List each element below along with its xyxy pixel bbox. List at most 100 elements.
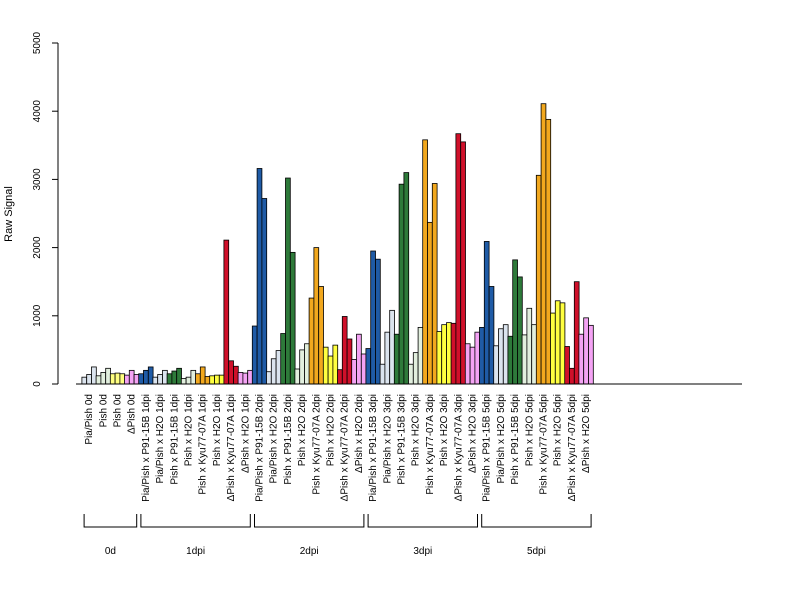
bar-group xyxy=(152,369,168,385)
bar-group xyxy=(365,250,381,385)
bar-group xyxy=(308,247,324,385)
bar xyxy=(242,372,249,385)
bar xyxy=(171,370,178,385)
bar xyxy=(474,331,481,385)
bar-group xyxy=(81,366,97,385)
bar xyxy=(143,369,149,385)
bar xyxy=(86,374,92,385)
x-tick-label: Pia/Pish 0d xyxy=(84,394,95,445)
bar xyxy=(588,324,594,385)
bar xyxy=(233,365,239,385)
bar xyxy=(564,346,570,385)
bar xyxy=(327,355,334,385)
bar-group xyxy=(493,324,509,385)
bar-group xyxy=(251,168,268,385)
bar xyxy=(535,174,542,385)
bar xyxy=(578,333,585,385)
x-tick-label: Pish x H2O 5dpi xyxy=(553,394,564,466)
bar-group xyxy=(95,367,111,385)
x-tick-label: Pish x P91-15B 1dpi xyxy=(169,394,180,485)
bar xyxy=(422,139,428,385)
bar xyxy=(204,376,211,385)
bar xyxy=(446,322,452,385)
bar-group xyxy=(379,309,395,385)
y-tick-label: 3000 xyxy=(32,168,43,191)
bar xyxy=(346,338,353,385)
bar xyxy=(308,297,315,385)
x-tick-label: Pia/Pish x P91-15B 3dpi xyxy=(368,394,379,502)
bar xyxy=(275,350,282,385)
x-tick-label: Pish x Kyu77-07A 1dpi xyxy=(198,394,209,495)
bars xyxy=(81,103,594,385)
bar-group xyxy=(237,369,253,385)
bar xyxy=(261,198,268,385)
bar xyxy=(559,302,566,385)
bar xyxy=(180,378,187,385)
bar xyxy=(384,331,391,385)
bar-group xyxy=(436,322,452,385)
bar-group xyxy=(393,172,410,385)
bar xyxy=(337,369,343,385)
bar xyxy=(341,316,348,385)
bar-group xyxy=(351,333,367,385)
bar xyxy=(441,324,447,385)
x-tick-label: Pish 0d xyxy=(113,394,124,427)
bar xyxy=(412,352,419,385)
y-tick-label: 1000 xyxy=(32,304,43,327)
bar xyxy=(526,307,533,385)
x-tick-label: ΔPish x H2O 5dpi xyxy=(581,394,592,473)
bar-group xyxy=(266,350,282,385)
bar xyxy=(360,353,367,385)
bar xyxy=(479,326,485,385)
bar-group xyxy=(109,372,126,385)
x-tick-label: Pish x P91-15B 3dpi xyxy=(397,394,408,485)
x-tick-label: Pish x H2O 3dpi xyxy=(411,394,422,466)
x-tick-label: Pish x H2O 1dpi xyxy=(212,394,223,466)
bar-group xyxy=(280,177,296,385)
bar-group xyxy=(180,369,197,385)
bar xyxy=(356,333,362,385)
bar xyxy=(573,281,580,385)
group-bracket xyxy=(254,514,365,528)
bar xyxy=(460,141,466,385)
bar-group xyxy=(479,241,495,385)
bar xyxy=(285,177,291,385)
bar xyxy=(251,325,258,385)
bar xyxy=(332,344,339,385)
bar xyxy=(389,309,395,385)
bar xyxy=(289,251,296,385)
bar-group xyxy=(422,139,438,385)
bar xyxy=(247,369,253,385)
bar xyxy=(223,239,230,385)
group-bracket xyxy=(481,514,592,528)
bar xyxy=(431,183,438,385)
bar-group xyxy=(450,133,466,385)
bar xyxy=(583,317,589,385)
x-tick-label: Pish x H2O 5dpi xyxy=(524,394,535,466)
y-axis-label: Raw Signal xyxy=(3,186,15,242)
bar xyxy=(379,363,386,385)
group-label: 2dpi xyxy=(300,546,319,557)
x-tick-label: Pia/Pish x P91-15B 2dpi xyxy=(255,394,266,502)
bar xyxy=(313,247,320,385)
bar xyxy=(237,372,244,385)
x-tick-label: Pia/Pish x P91-15B 1dpi xyxy=(141,394,152,502)
bar-group xyxy=(138,366,154,385)
x-tick-label: Pia/Pish x H2O 1dpi xyxy=(155,394,166,484)
bar xyxy=(450,322,457,385)
y-tick-label: 5000 xyxy=(32,31,43,54)
bar xyxy=(569,367,575,385)
bar xyxy=(209,375,215,385)
group-label: 3dpi xyxy=(413,546,432,557)
x-tick-label: Pish x P91-15B 2dpi xyxy=(283,394,294,485)
bar xyxy=(517,276,523,385)
bar xyxy=(299,349,305,385)
x-tick-label: Pish x Kyu77-07A 3dpi xyxy=(425,394,436,495)
bar xyxy=(266,371,272,385)
bar xyxy=(375,258,381,385)
bar xyxy=(521,334,528,385)
x-tick-label: Pish x H2O 1dpi xyxy=(184,394,195,466)
x-tick-label: Pish x H2O 2dpi xyxy=(326,394,337,466)
group-bracket xyxy=(83,514,138,528)
bar xyxy=(464,343,471,385)
